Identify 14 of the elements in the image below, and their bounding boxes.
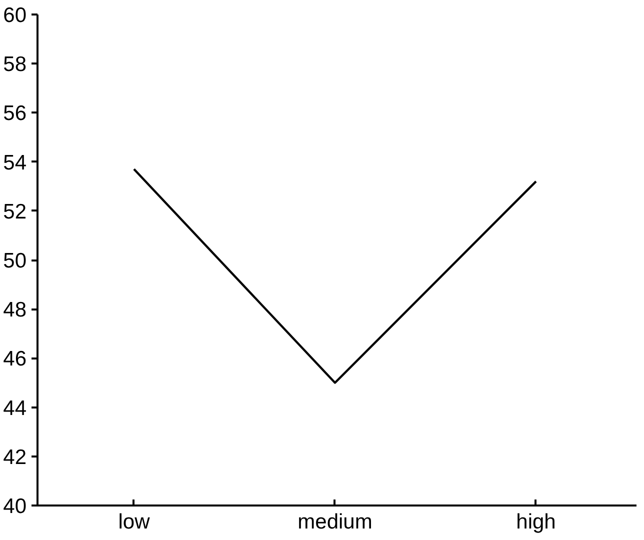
y-tick-label: 54: [3, 151, 27, 174]
y-tick-label: 44: [3, 396, 27, 420]
y-tick-label: 60: [3, 4, 26, 27]
y-tick-label: 48: [3, 298, 26, 322]
x-tick-label: low: [118, 510, 151, 534]
x-tick-label: medium: [298, 510, 372, 534]
y-tick-label: 50: [3, 250, 26, 272]
y-tick-label: 40: [3, 495, 26, 518]
x-tick-label: high: [516, 510, 556, 534]
y-tick-label: 46: [3, 348, 26, 371]
y-tick-label: 52: [3, 200, 26, 224]
y-tick-label: 58: [3, 53, 26, 76]
y-tick-label: 56: [3, 102, 26, 126]
y-tick-label: 42: [3, 446, 26, 469]
